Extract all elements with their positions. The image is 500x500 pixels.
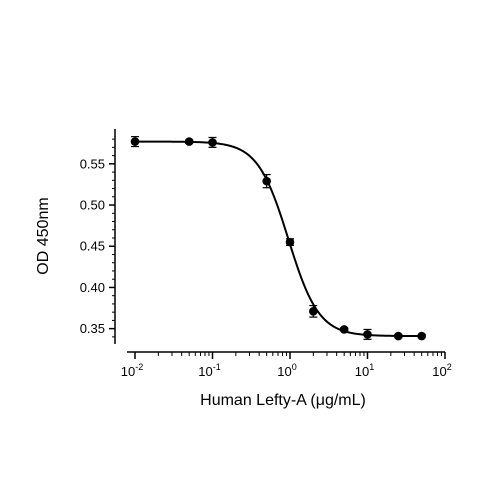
x-tick-label: 10-2 [121, 362, 143, 379]
fit-curve-layer [135, 140, 422, 338]
y-tick-label: 0.35 [80, 321, 105, 336]
y-tick-label: 0.40 [80, 280, 105, 295]
data-point [363, 328, 372, 340]
data-point [339, 325, 349, 334]
data-marker [130, 137, 140, 146]
data-point [394, 331, 403, 341]
data-point [285, 237, 295, 247]
data-marker [285, 237, 295, 247]
data-marker [363, 330, 372, 339]
y-tick-label: 0.50 [80, 198, 105, 213]
data-point [262, 173, 271, 189]
data-marker [339, 325, 349, 334]
y-tick-label: 0.45 [80, 239, 105, 254]
x-tick-label: 100 [277, 362, 296, 379]
axes: 0.35 0.40 0.45 0.50 0.55 10-2 10-1 100 101 102 [80, 129, 452, 379]
fit-curve [135, 140, 422, 338]
data-point [184, 137, 194, 146]
data-point [208, 136, 217, 148]
data-points-layer [130, 136, 426, 341]
y-tick-label: 0.55 [80, 156, 105, 171]
data-marker [394, 331, 403, 341]
data-marker [309, 307, 318, 316]
data-marker [184, 137, 194, 146]
data-marker [417, 331, 426, 341]
data-marker [262, 176, 271, 186]
data-point [309, 304, 318, 318]
data-point [417, 331, 426, 341]
y-axis-label: OD 450nm [35, 197, 52, 274]
x-axis-label: Human Lefty-A (μg/mL) [200, 392, 366, 409]
x-tick-label: 10-1 [198, 362, 220, 379]
x-tick-label: 101 [355, 362, 374, 379]
data-point [130, 136, 140, 148]
data-marker [208, 138, 217, 147]
x-tick-label: 102 [432, 362, 451, 379]
